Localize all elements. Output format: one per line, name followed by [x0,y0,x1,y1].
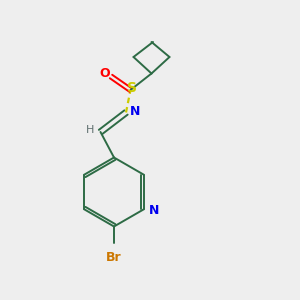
Text: Br: Br [106,251,122,264]
Text: O: O [99,67,110,80]
Text: S: S [127,82,137,95]
Text: N: N [130,105,141,119]
Text: H: H [86,124,94,135]
Text: N: N [149,204,159,217]
